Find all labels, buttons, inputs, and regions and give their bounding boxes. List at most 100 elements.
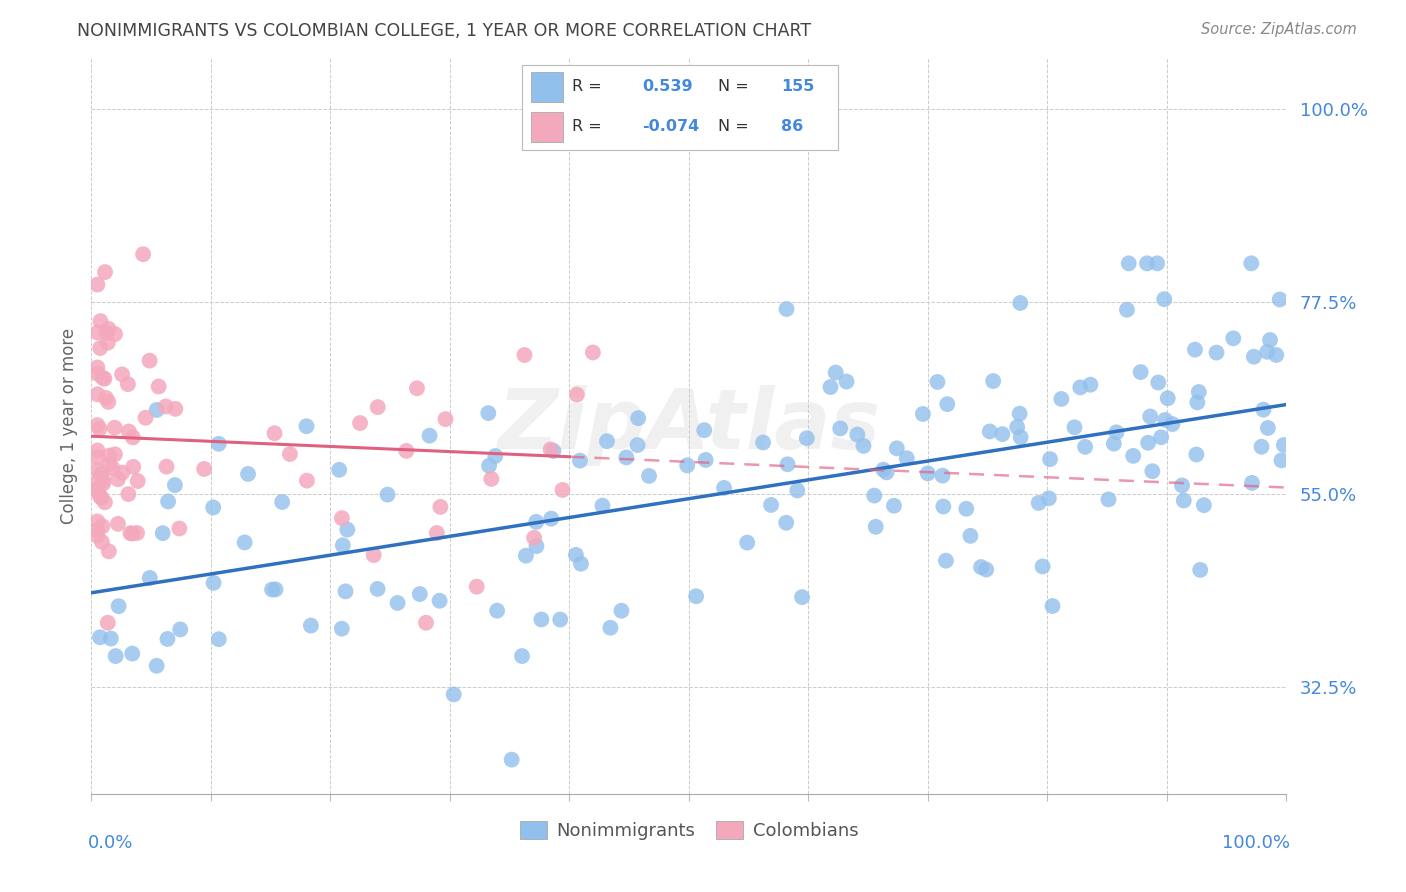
Text: Source: ZipAtlas.com: Source: ZipAtlas.com	[1201, 22, 1357, 37]
Point	[510, 648, 533, 663]
Point	[713, 481, 735, 495]
Point	[551, 483, 574, 497]
Point	[543, 444, 565, 458]
Point	[86, 528, 108, 542]
Point	[1270, 453, 1292, 467]
Point	[790, 590, 813, 604]
Point	[465, 580, 488, 594]
Point	[264, 582, 287, 597]
Point	[152, 526, 174, 541]
Point	[138, 571, 160, 585]
Point	[1265, 348, 1288, 362]
Point	[676, 458, 699, 473]
Point	[540, 442, 562, 457]
Point	[138, 353, 160, 368]
Point	[1097, 492, 1119, 507]
Point	[484, 449, 506, 463]
Point	[349, 416, 371, 430]
Point	[271, 495, 294, 509]
Point	[89, 490, 111, 504]
Point	[148, 379, 170, 393]
Point	[1146, 256, 1168, 270]
Point	[1074, 440, 1097, 454]
Point	[486, 604, 509, 618]
Point	[169, 522, 191, 536]
Point	[208, 437, 231, 451]
Point	[835, 375, 858, 389]
Point	[979, 425, 1001, 439]
Point	[94, 495, 117, 509]
Point	[820, 380, 842, 394]
Point	[415, 615, 437, 630]
Point	[90, 467, 112, 481]
Point	[89, 341, 111, 355]
Point	[1042, 599, 1064, 613]
Point	[959, 529, 981, 543]
Point	[596, 434, 619, 449]
Point	[515, 549, 537, 563]
Point	[156, 632, 179, 646]
Point	[523, 531, 546, 545]
Point	[852, 439, 875, 453]
Point	[1010, 296, 1032, 310]
Point	[1147, 376, 1170, 390]
Point	[443, 687, 465, 701]
Text: 100.0%: 100.0%	[1222, 834, 1291, 853]
Point	[865, 520, 887, 534]
Point	[1137, 435, 1160, 450]
Point	[1272, 438, 1295, 452]
Point	[202, 500, 225, 515]
Point	[330, 622, 353, 636]
Point	[1153, 292, 1175, 306]
Point	[155, 400, 177, 414]
Point	[387, 596, 409, 610]
Point	[1240, 256, 1263, 270]
Point	[121, 647, 143, 661]
Point	[1129, 365, 1152, 379]
Point	[1028, 496, 1050, 510]
Point	[824, 366, 846, 380]
Point	[263, 426, 285, 441]
Point	[295, 419, 318, 434]
Point	[208, 632, 231, 647]
Point	[477, 406, 499, 420]
Point	[406, 381, 429, 395]
Point	[101, 461, 124, 475]
Point	[328, 463, 350, 477]
Point	[513, 348, 536, 362]
Point	[1222, 331, 1244, 345]
Point	[1205, 345, 1227, 359]
Point	[86, 360, 108, 375]
Point	[122, 430, 145, 444]
Point	[1038, 491, 1060, 506]
Point	[1010, 430, 1032, 444]
Point	[1118, 256, 1140, 270]
Point	[540, 511, 562, 525]
Point	[776, 457, 799, 471]
Point	[91, 474, 114, 488]
Text: 0.0%: 0.0%	[87, 834, 134, 853]
Point	[1122, 449, 1144, 463]
Point	[86, 450, 108, 465]
Point	[1032, 559, 1054, 574]
Point	[846, 427, 869, 442]
Point	[955, 501, 977, 516]
Point	[1102, 436, 1125, 450]
Point	[299, 618, 322, 632]
Point	[830, 421, 852, 435]
Point	[479, 472, 502, 486]
Point	[236, 467, 259, 481]
Point	[100, 632, 122, 646]
Point	[886, 442, 908, 456]
Point	[1116, 302, 1139, 317]
Point	[98, 457, 121, 471]
Point	[155, 459, 177, 474]
Point	[927, 375, 949, 389]
Point	[911, 407, 934, 421]
Point	[86, 443, 108, 458]
Point	[1161, 417, 1184, 431]
Point	[135, 410, 157, 425]
Point	[1039, 452, 1062, 467]
Point	[193, 462, 215, 476]
Point	[111, 368, 134, 382]
